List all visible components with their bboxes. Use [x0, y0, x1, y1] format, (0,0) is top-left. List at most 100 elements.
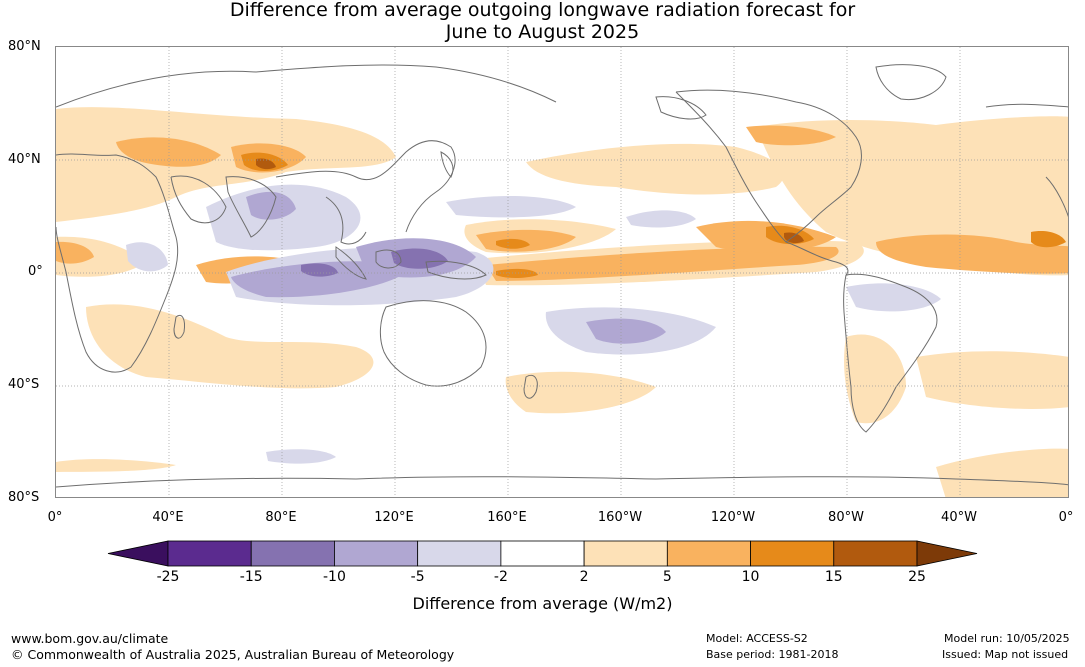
- footer-site: www.bom.gov.au/climate: [11, 631, 169, 646]
- anomaly-nw-pacific-dark: [496, 238, 530, 249]
- coast-india: [225, 176, 277, 238]
- coast-africa-east-edge: [1045, 176, 1068, 218]
- anomaly-eurasia-mid: [116, 137, 221, 167]
- colorbar-tick-label: -25: [156, 569, 180, 585]
- colorbar-segment: [666, 540, 751, 567]
- x-label-80w: 80°W: [828, 510, 864, 525]
- colorbar-segment: [167, 540, 252, 567]
- colorbar-tick-label: 5: [662, 569, 672, 585]
- coastlines: [56, 64, 1068, 488]
- negative-anomaly-regions: [126, 184, 941, 464]
- anomaly-eurasia-deep: [256, 158, 276, 170]
- anomaly-africa-light: [126, 242, 168, 272]
- anomaly-southern-ocean-west: [56, 459, 176, 472]
- coast-japan: [440, 151, 454, 178]
- colorbar-tick-label: 15: [824, 569, 843, 585]
- anomaly-central-pacific-light: [446, 195, 576, 218]
- coast-madagascar: [173, 314, 185, 339]
- anomaly-eurasia-light: [56, 107, 396, 222]
- ocean-map: [55, 46, 1069, 498]
- footer-model-run: Model run: 10/05/2025: [944, 632, 1070, 645]
- coast-east-asia: [275, 140, 456, 233]
- x-label-160w: 160°W: [597, 510, 643, 525]
- y-label-40n: 40°N: [8, 152, 41, 167]
- x-label-40e: 40°E: [152, 510, 184, 525]
- coast-south-america: [843, 273, 938, 433]
- anomaly-maritime-continent-dark: [391, 248, 448, 269]
- coast-new-guinea: [425, 260, 487, 280]
- anomaly-north-america: [756, 116, 1068, 276]
- anomaly-atlantic-mid: [876, 234, 1068, 274]
- coast-southeast-asia: [325, 196, 367, 245]
- chart-title-line2: June to August 2025: [445, 21, 640, 43]
- coast-greenland: [875, 64, 947, 101]
- footer-copyright: © Commonwealth of Australia 2025, Austra…: [11, 647, 455, 662]
- x-label-80e: 80°E: [265, 510, 297, 525]
- anomaly-south-atlantic: [916, 351, 1068, 409]
- map-svg: [56, 47, 1068, 497]
- coast-arabia: [170, 175, 227, 224]
- y-label-40s: 40°S: [8, 377, 40, 392]
- colorbar: [107, 540, 978, 567]
- anomaly-equatorial-pacific-dark: [496, 268, 538, 278]
- colorbar-extend-low: [107, 540, 169, 567]
- colorbar-label: Difference from average (W/m2): [412, 594, 673, 613]
- y-label-80n: 80°N: [8, 39, 41, 54]
- y-label-80s: 80°S: [8, 490, 40, 505]
- coast-africa: [56, 153, 179, 373]
- coast-alaska: [655, 96, 707, 120]
- footer-base-period: Base period: 1981-2018: [706, 648, 839, 661]
- anomaly-southern-ocean-east: [936, 448, 1068, 497]
- coast-sumatra: [335, 246, 367, 280]
- anomaly-africa-west-mid: [56, 241, 94, 264]
- coast-central-america: [785, 241, 849, 276]
- anomaly-south-africa: [86, 304, 374, 389]
- anomaly-greenland-mid: [746, 125, 836, 146]
- anomaly-south-pacific-mid: [586, 318, 666, 344]
- anomaly-southern-ocean-light: [266, 449, 336, 464]
- colorbar-tick-label: 25: [908, 569, 926, 585]
- coast-eurasia-north: [56, 64, 557, 108]
- colorbar-segment: [250, 540, 335, 567]
- colorbar-segment: [500, 540, 585, 567]
- colorbar-segment: [417, 540, 502, 567]
- anomaly-north-pacific-light: [526, 143, 784, 195]
- colorbar-segment: [833, 540, 918, 567]
- anomaly-amazon-light: [846, 283, 941, 312]
- coast-europe-west: [985, 103, 1068, 108]
- anomaly-south-pacific: [505, 371, 656, 414]
- anomaly-south-america: [844, 334, 906, 424]
- anomaly-eastern-pacific-light: [626, 210, 696, 228]
- colorbar-tick-label: 10: [741, 569, 760, 585]
- colorbar-tick-label: -5: [410, 569, 425, 585]
- x-label-120e: 120°E: [374, 510, 414, 525]
- anomaly-india-light: [206, 184, 361, 251]
- x-label-0-left: 0°: [47, 510, 63, 525]
- colorbar-segments: [107, 540, 978, 567]
- anomaly-bay-of-bengal-dark: [301, 263, 338, 277]
- anomaly-india-mid: [246, 191, 296, 220]
- colorbar-tick-label: -2: [493, 569, 508, 585]
- coast-borneo: [375, 249, 402, 269]
- colorbar-segment: [334, 540, 419, 567]
- chart-title-line1: Difference from average outgoing longwav…: [229, 0, 856, 21]
- colorbar-tick-label: -15: [239, 569, 263, 585]
- gridlines: [56, 47, 1068, 497]
- colorbar-tick-label: 2: [579, 569, 589, 585]
- x-label-40w: 40°W: [941, 510, 977, 525]
- colorbar-extend-high: [916, 540, 978, 567]
- anomaly-atlantic-dark: [1031, 231, 1066, 248]
- x-label-0-right: 0°: [1058, 510, 1074, 525]
- x-label-120w: 120°W: [710, 510, 756, 525]
- footer-issued: Issued: Map not issued: [942, 648, 1069, 661]
- coast-north-america: [675, 89, 862, 243]
- coast-new-zealand: [523, 374, 538, 399]
- anomaly-equatorial-pacific-mid: [486, 246, 839, 281]
- colorbar-tick-label: -10: [323, 569, 346, 585]
- x-label-160e: 160°E: [487, 510, 527, 525]
- footer-model: Model: ACCESS-S2: [706, 632, 808, 645]
- colorbar-segment: [583, 540, 668, 567]
- colorbar-segment: [750, 540, 835, 567]
- positive-anomaly-regions: [56, 107, 1068, 497]
- y-label-equator: 0°: [28, 264, 43, 279]
